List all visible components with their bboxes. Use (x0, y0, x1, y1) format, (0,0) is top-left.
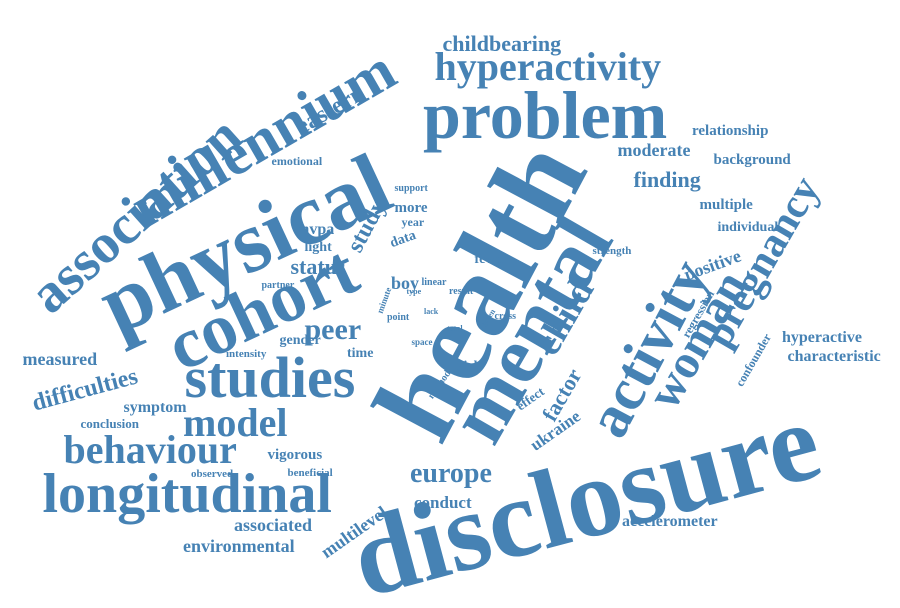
word-light: light (304, 240, 332, 255)
word-strength: strength (592, 244, 632, 257)
word-characteristic: characteristic (787, 348, 881, 365)
word-associated: associated (234, 515, 312, 535)
word-boy: boy (391, 273, 420, 293)
word-minute: minute (374, 285, 393, 315)
word-partner: partner (261, 280, 295, 291)
word-background: background (713, 151, 791, 168)
word-lack: lack (424, 307, 439, 316)
word-observed: observed (191, 467, 234, 480)
word-support: support (394, 183, 428, 194)
word-studies: studies (184, 345, 356, 410)
word-conduct: conduct (414, 492, 472, 512)
word-beneficial: beneficial (287, 466, 333, 479)
word-multiple: multiple (699, 196, 753, 213)
word-status: status (290, 254, 346, 279)
word-intensity: intensity (226, 347, 267, 360)
word-model: model (183, 400, 288, 445)
word-gender: gender (279, 333, 321, 348)
word-vigorous: vigorous (267, 446, 323, 463)
word-cross: cross (494, 311, 516, 322)
word-peer: peer (304, 313, 362, 346)
word-girl: girl (456, 359, 478, 374)
word-measured: measured (22, 349, 98, 369)
word-more: more (394, 199, 428, 216)
word-point: point (387, 312, 410, 323)
word-hyperactivity: hyperactivity (434, 44, 662, 89)
word-linear: linear (421, 277, 447, 288)
word-individual: individual (717, 220, 779, 235)
word-space: space (411, 336, 433, 347)
word-finding: finding (633, 167, 701, 192)
word-behaviour: behaviour (63, 427, 237, 472)
word-symptom: symptom (123, 399, 187, 416)
word-type: type (406, 287, 422, 296)
word-emotional: emotional (271, 154, 323, 168)
word-conclusion: conclusion (80, 415, 140, 431)
word-problem: problem (423, 77, 668, 153)
word-europe: europe (410, 458, 492, 489)
word-accelerometer: accelerometer (622, 513, 718, 530)
word-total: total (447, 324, 463, 333)
word-year: year (401, 215, 425, 229)
word-relationship: relationship (692, 122, 769, 139)
word-moderate: moderate (617, 140, 691, 160)
word-result: result (449, 286, 474, 297)
word-time: time (347, 346, 374, 361)
word-mvpa: mvpa (296, 221, 335, 238)
word-hyperactive: hyperactive (782, 329, 862, 346)
word-fewer: fewer (474, 252, 508, 267)
word-environmental: environmental (183, 536, 295, 556)
word-longitudinal: longitudinal (42, 463, 332, 525)
word-data: data (388, 227, 419, 252)
word-childbearing: childbearing (442, 31, 562, 56)
